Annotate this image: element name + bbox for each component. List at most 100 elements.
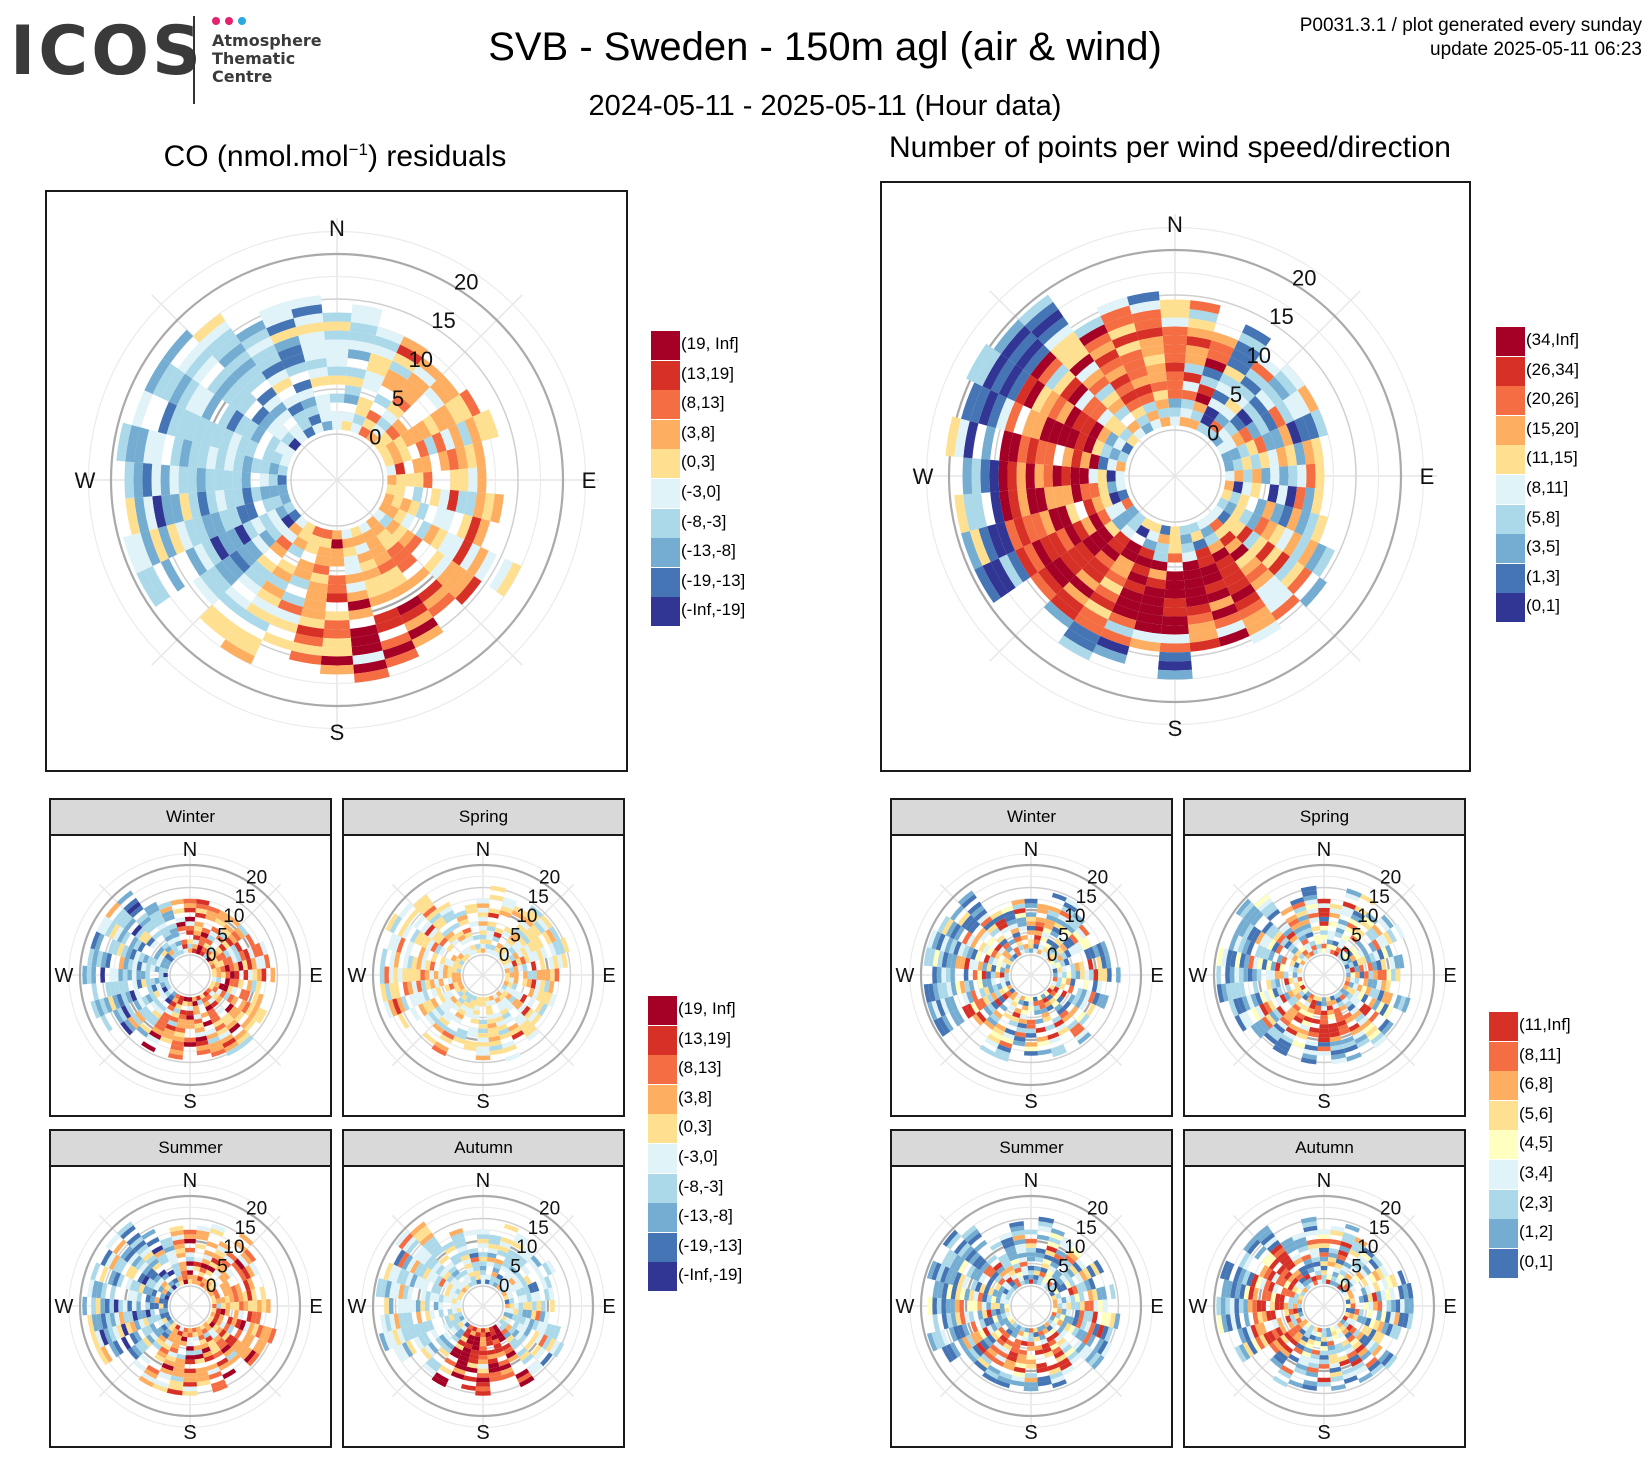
polar-cell: [527, 941, 536, 953]
polar-cell: [1376, 948, 1385, 960]
polar-cell: [234, 952, 242, 963]
polar-cell: [1310, 1252, 1320, 1259]
polar-cell: [961, 931, 973, 945]
polar-cell: [990, 1295, 997, 1303]
polar-cell: [1237, 443, 1250, 459]
polar-cell: [193, 1265, 201, 1272]
polar-cell: [1285, 984, 1292, 992]
polar-cell: [129, 948, 138, 960]
legend-label: (8,11]: [1519, 1044, 1562, 1064]
polar-cell: [1054, 1003, 1063, 1012]
polar-cell: [162, 329, 194, 364]
polar-cell: [492, 1338, 500, 1345]
polar-cell: [1192, 538, 1208, 551]
polar-cell: [1254, 894, 1270, 909]
polar-cell: [1360, 956, 1368, 965]
polar-cell: [430, 1328, 439, 1340]
polar-cell: [138, 1283, 146, 1294]
polar-cell: [1002, 1031, 1015, 1040]
polar-cell: [928, 948, 936, 967]
polar-cell: [554, 968, 560, 982]
polar-cell: [1336, 1321, 1343, 1328]
polar-cell: [464, 516, 482, 544]
polar-cell: [1245, 613, 1277, 636]
polar-cell: [1157, 407, 1170, 419]
polar-cell: [1039, 510, 1056, 536]
polar-cell: [987, 393, 1007, 428]
polar-cell: [539, 1322, 548, 1335]
polar-cell: [385, 484, 397, 496]
polar-cell: [503, 1273, 512, 1281]
polar-cell: [480, 1279, 486, 1284]
polar-cell: [476, 903, 490, 908]
polar-cell: [1019, 949, 1026, 955]
polar-cell: [990, 1309, 997, 1317]
polar-cell: [1364, 1326, 1373, 1337]
polar-cell: [527, 927, 539, 939]
polar-cell: [944, 1268, 954, 1284]
polar-cell: [498, 1335, 507, 1343]
polar-cell: [509, 1026, 522, 1036]
polar-cell: [446, 998, 455, 1007]
polar-cell: [120, 931, 132, 945]
polar-cell: [517, 1309, 524, 1317]
compass-label-e: E: [602, 1296, 615, 1318]
polar-cell: [142, 1336, 152, 1348]
polar-cell: [393, 1282, 401, 1299]
polar-cell: [1006, 1249, 1018, 1258]
polar-cell: [1182, 380, 1200, 393]
polar-cell: [1342, 1290, 1349, 1297]
polar-cell: [1036, 1362, 1048, 1369]
polar-cell: [1343, 1044, 1359, 1053]
polar-cell: [963, 969, 969, 981]
polar-cell: [1285, 1026, 1298, 1036]
polar-cell: [521, 978, 528, 987]
polar-cell: [1311, 1018, 1321, 1025]
polar-cell: [1360, 1287, 1368, 1296]
polar-cell: [129, 1279, 138, 1291]
polar-cell: [208, 959, 215, 966]
polar-cell: [251, 534, 270, 554]
polar-cell: [1123, 578, 1146, 595]
polar-cell: [164, 1328, 173, 1336]
polar-cell: [1207, 397, 1225, 413]
polar-cell: [246, 980, 253, 992]
polar-cell: [515, 1232, 530, 1244]
polar-cell: [987, 1364, 1001, 1376]
polar-cell: [1329, 1035, 1342, 1042]
polar-cell: [983, 986, 991, 996]
polar-cell: [237, 364, 262, 387]
polar-cell: [1368, 1328, 1377, 1340]
polar-cell: [961, 531, 983, 570]
polar-cell: [435, 1005, 445, 1017]
polar-cell: [227, 507, 243, 528]
polar-cell: [1018, 1018, 1028, 1025]
polar-cell: [458, 984, 465, 991]
polar-cell: [1300, 1335, 1309, 1343]
polar-cell: [137, 941, 146, 953]
polar-cell: [114, 981, 121, 995]
polar-cell: [1381, 1352, 1394, 1367]
polar-cell: [216, 1245, 229, 1255]
polar-cell: [441, 927, 453, 937]
polar-cell: [1362, 1336, 1372, 1348]
polar-cell: [401, 923, 414, 939]
polar-cell: [185, 1355, 195, 1360]
polar-cell: [132, 1310, 139, 1322]
polar-cell: [511, 1340, 521, 1350]
polar-cell: [1249, 453, 1262, 470]
polar-cell: [353, 659, 388, 674]
polar-cell: [1286, 420, 1302, 445]
polar-cell: [993, 1340, 1003, 1350]
polar-cell: [407, 955, 414, 969]
polar-cell: [425, 1290, 432, 1302]
polar-cell: [448, 983, 455, 991]
polar-cell: [950, 981, 958, 996]
polar-cell: [171, 1234, 185, 1241]
polar-cell: [477, 1243, 489, 1248]
polar-cell: [1268, 1011, 1280, 1023]
polar-cell: [478, 925, 488, 931]
